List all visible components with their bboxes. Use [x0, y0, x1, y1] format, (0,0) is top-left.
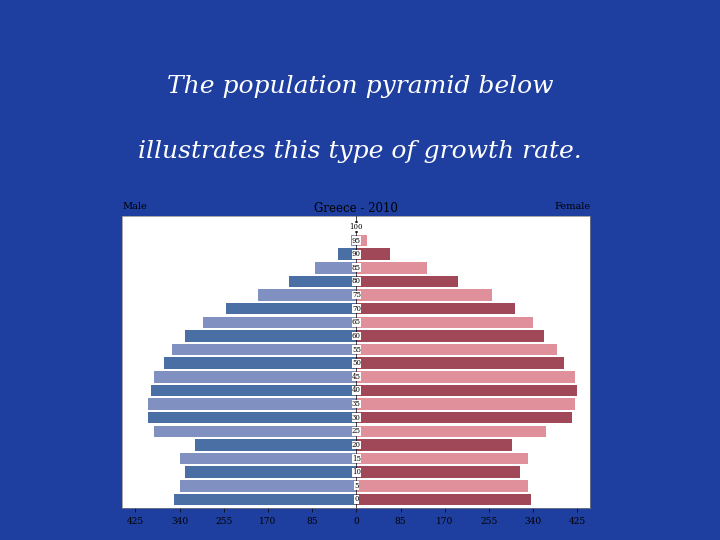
Text: 40: 40 — [352, 387, 361, 394]
Text: 15: 15 — [352, 455, 361, 463]
Bar — [148, 412, 356, 423]
Bar — [356, 289, 492, 301]
Text: 60: 60 — [352, 332, 361, 340]
Bar — [148, 399, 356, 410]
Bar — [151, 384, 356, 396]
Bar — [203, 316, 356, 328]
Text: Male: Male — [122, 201, 147, 211]
Bar — [179, 480, 356, 491]
Bar — [226, 303, 356, 314]
Bar — [356, 344, 557, 355]
Text: 55: 55 — [352, 346, 361, 354]
Text: Female: Female — [554, 201, 590, 211]
Bar — [356, 235, 366, 246]
Bar — [356, 426, 546, 437]
Bar — [195, 439, 356, 451]
Text: 45: 45 — [352, 373, 361, 381]
Text: 80: 80 — [352, 278, 361, 286]
Bar — [356, 453, 528, 464]
Bar — [164, 357, 356, 369]
Bar — [356, 357, 564, 369]
Bar — [356, 412, 572, 423]
Bar — [258, 289, 356, 301]
Title: Greece - 2010: Greece - 2010 — [315, 202, 398, 215]
Text: 25: 25 — [352, 427, 361, 435]
Bar — [356, 316, 534, 328]
Text: 5: 5 — [354, 482, 359, 490]
Text: 0: 0 — [354, 495, 359, 503]
Bar — [172, 344, 356, 355]
Text: 65: 65 — [352, 318, 361, 326]
Bar — [356, 330, 544, 342]
Bar — [356, 248, 390, 260]
Bar — [174, 494, 356, 505]
Text: 50: 50 — [352, 359, 361, 367]
Bar — [356, 276, 458, 287]
Bar — [289, 276, 356, 287]
Text: 100: 100 — [350, 223, 363, 231]
Text: 70: 70 — [352, 305, 361, 313]
Text: 10: 10 — [352, 468, 361, 476]
Bar — [351, 235, 356, 246]
Text: 30: 30 — [352, 414, 361, 422]
Bar — [356, 384, 577, 396]
Bar — [356, 221, 358, 233]
Text: 95: 95 — [352, 237, 361, 245]
Bar — [356, 303, 515, 314]
Bar — [356, 494, 531, 505]
Bar — [356, 439, 513, 451]
Text: 75: 75 — [352, 291, 361, 299]
Bar — [153, 426, 356, 437]
Bar — [338, 248, 356, 260]
Bar — [356, 480, 528, 491]
Text: The population pyramid below: The population pyramid below — [167, 75, 553, 98]
Bar — [179, 453, 356, 464]
Text: 90: 90 — [352, 250, 361, 258]
Bar — [185, 467, 356, 478]
Bar — [356, 399, 575, 410]
Text: 85: 85 — [352, 264, 361, 272]
Text: illustrates this type of growth rate.: illustrates this type of growth rate. — [138, 140, 582, 163]
Text: 20: 20 — [352, 441, 361, 449]
Bar — [185, 330, 356, 342]
Bar — [356, 371, 575, 382]
Text: 35: 35 — [352, 400, 361, 408]
Bar — [356, 262, 427, 273]
Bar — [315, 262, 356, 273]
Bar — [356, 467, 521, 478]
Bar — [153, 371, 356, 382]
